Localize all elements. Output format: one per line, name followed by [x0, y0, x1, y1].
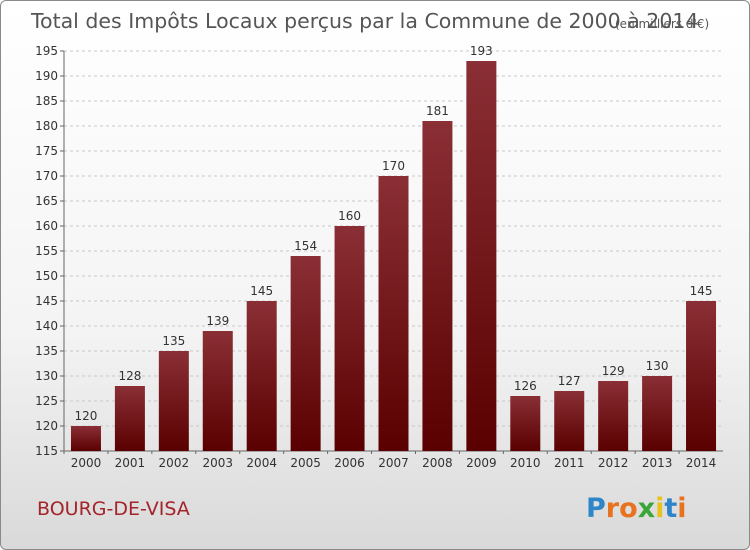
proxiti-logo-letter: r — [606, 493, 620, 524]
proxiti-logo-letter: o — [619, 493, 638, 524]
y-tick-label: 130 — [35, 369, 58, 383]
bar-2003 — [202, 331, 233, 451]
x-tick-label: 2011 — [554, 456, 585, 470]
proxiti-logo-letter: P — [586, 493, 606, 524]
x-tick-label: 2013 — [642, 456, 673, 470]
proxiti-logo-letter: i — [677, 493, 686, 524]
y-tick-label: 140 — [35, 319, 58, 333]
y-tick-label: 190 — [35, 69, 58, 83]
bar-value-label: 135 — [162, 334, 185, 348]
y-tick-label: 150 — [35, 269, 58, 283]
bar-2002 — [158, 351, 189, 451]
y-tick-label: 195 — [35, 44, 58, 58]
bars-layer: 120 128 135 139 145 154 160 170 181 193 126 127 129 1… — [70, 44, 717, 451]
bar-2007 — [378, 176, 409, 451]
y-tick-label: 135 — [35, 344, 58, 358]
bar-value-label: 145 — [250, 284, 273, 298]
x-tick-label: 2003 — [202, 456, 233, 470]
bar-value-label: 145 — [690, 284, 713, 298]
bar-2008 — [422, 121, 453, 451]
y-tick-label: 155 — [35, 244, 58, 258]
y-tick-label: 170 — [35, 169, 58, 183]
y-tick-label: 185 — [35, 94, 58, 108]
y-tick-label: 125 — [35, 394, 58, 408]
y-tick-label: 160 — [35, 219, 58, 233]
x-tick-label: 2008 — [422, 456, 453, 470]
bar-value-label: 139 — [206, 314, 229, 328]
bar-value-label: 126 — [514, 379, 537, 393]
bar-2006 — [334, 226, 365, 451]
bar-value-label: 170 — [382, 159, 405, 173]
proxiti-logo-letter: t — [664, 493, 677, 524]
x-tick-label: 2010 — [510, 456, 541, 470]
x-tick-label: 2001 — [115, 456, 146, 470]
bar-value-label: 127 — [558, 374, 581, 388]
x-tick-label: 2012 — [598, 456, 629, 470]
bar-value-label: 130 — [646, 359, 669, 373]
bar-value-label: 160 — [338, 209, 361, 223]
bar-2014 — [686, 301, 717, 451]
bar-value-label: 128 — [118, 369, 141, 383]
y-tick-label: 165 — [35, 194, 58, 208]
x-tick-label: 2014 — [686, 456, 717, 470]
bar-2001 — [114, 386, 145, 451]
x-tick-label: 2005 — [290, 456, 321, 470]
x-tick-label: 2007 — [378, 456, 409, 470]
commune-name: BOURG-DE-VISA — [37, 498, 190, 520]
proxiti-logo: Proxiti — [586, 493, 687, 524]
bar-2009 — [466, 61, 497, 451]
x-tick-label: 2000 — [71, 456, 102, 470]
bar-value-label: 154 — [294, 239, 317, 253]
y-tick-label: 180 — [35, 119, 58, 133]
bar-value-label: 181 — [426, 104, 449, 118]
bar-2011 — [554, 391, 585, 451]
x-tick-label: 2009 — [466, 456, 497, 470]
x-tick-label: 2004 — [246, 456, 277, 470]
bar-2013 — [642, 376, 673, 451]
bar-value-label: 193 — [470, 44, 493, 58]
bar-value-label: 129 — [602, 364, 625, 378]
bar-2000 — [70, 426, 101, 451]
y-axis-ticks: 115 120 125 130 135 140 145 150 155 160 165 170 175 1… — [35, 44, 64, 458]
x-axis-ticks: 2000 2001 2002 2003 2004 2005 2006 2007 2008 2009… — [63, 451, 717, 470]
bar-value-label: 120 — [75, 409, 98, 423]
chart-title: Total des Impôts Locaux perçus par la Co… — [30, 9, 698, 33]
proxiti-logo-letter: i — [655, 493, 664, 524]
y-tick-label: 145 — [35, 294, 58, 308]
chart-title-unit: (en milliers d'€) — [615, 17, 709, 31]
proxiti-logo-letter: x — [638, 493, 655, 524]
bar-2005 — [290, 256, 321, 451]
bar-2010 — [510, 396, 541, 451]
bar-2012 — [598, 381, 629, 451]
y-tick-label: 120 — [35, 419, 58, 433]
x-tick-label: 2006 — [334, 456, 365, 470]
y-tick-label: 115 — [35, 444, 58, 458]
bar-2004 — [246, 301, 277, 451]
x-tick-label: 2002 — [159, 456, 190, 470]
y-tick-label: 175 — [35, 144, 58, 158]
